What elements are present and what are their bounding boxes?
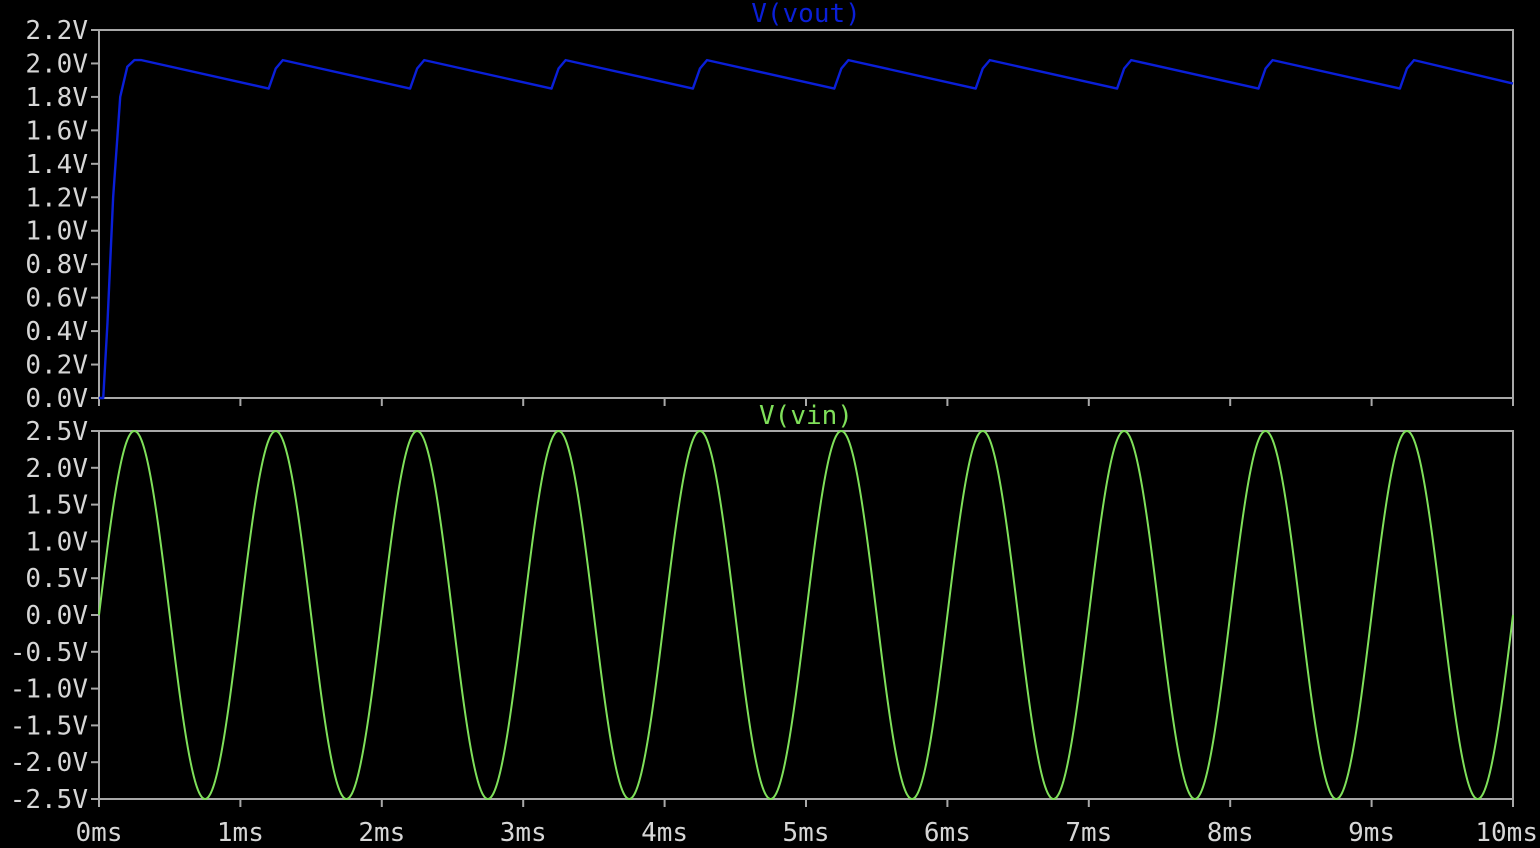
y-tick-label: 0.2V [25, 351, 88, 381]
pane-vout: V(vout) 0.0V0.2V 0.4V0.6V 0.8V1.0V 1.2V1.4V… [25, 0, 1514, 414]
y-tick-label: -2.0V [10, 748, 88, 778]
y-tick-label: -1.0V [10, 675, 88, 705]
y-tick-label: 1.0V [25, 527, 88, 557]
x-tick-label: 9ms [1348, 818, 1395, 848]
y-tick-label: 0.8V [25, 250, 88, 280]
x-tick-label: 3ms [500, 818, 547, 848]
y-tick-label: 2.0V [25, 49, 88, 79]
y-tick-label: 0.6V [25, 284, 88, 314]
y-tick-label: 0.0V [25, 384, 88, 414]
x-ticks-vout [98, 398, 1514, 406]
y-tick-label: 1.2V [25, 183, 88, 213]
x-tick-label: 0ms [76, 818, 123, 848]
x-tick-label: 6ms [924, 818, 971, 848]
y-tick-label: 1.5V [25, 491, 88, 521]
x-axis-time: 0ms 1ms 2ms 3ms 4ms 5ms 6ms 7ms 8ms 9ms 10ms [76, 799, 1538, 848]
trace-title-vin[interactable]: V(vin) [759, 401, 853, 431]
x-tick-label: 7ms [1065, 818, 1112, 848]
x-tick-label: 8ms [1207, 818, 1254, 848]
y-tick-label: 2.0V [25, 454, 88, 484]
y-tick-label: -0.5V [10, 638, 88, 668]
x-tick-label: 2ms [358, 818, 405, 848]
y-tick-label: 0.5V [25, 564, 88, 594]
pane-vin: V(vin) -2.5V -2.0V -1.5V -1.0V -0.5V 0.0V 0.5V… [10, 401, 1538, 848]
x-tick-label: 10ms [1475, 818, 1538, 848]
x-tick-label: 5ms [783, 818, 830, 848]
y-tick-label: -2.5V [10, 785, 88, 815]
trace-title-vout[interactable]: V(vout) [751, 0, 861, 29]
x-tick-label: 4ms [641, 818, 688, 848]
y-tick-label: 1.4V [25, 150, 88, 180]
y-axis-vin: -2.5V -2.0V -1.5V -1.0V -0.5V 0.0V 0.5V 1.0V 1.5… [10, 417, 99, 815]
y-tick-label: 0.0V [25, 601, 88, 631]
y-tick-label: 2.2V [25, 16, 88, 46]
trace-vout [99, 58, 1514, 400]
x-tick-label: 1ms [217, 818, 264, 848]
y-axis-vout: 0.0V0.2V 0.4V0.6V 0.8V1.0V 1.2V1.4V 1.6V1.8V… [25, 16, 99, 414]
y-tick-label: 1.8V [25, 83, 88, 113]
trace-vin [98, 430, 1514, 800]
y-tick-label: 1.6V [25, 116, 88, 146]
y-tick-label: 2.5V [25, 417, 88, 447]
y-tick-label: 0.4V [25, 317, 88, 347]
y-tick-label: 1.0V [25, 217, 88, 247]
y-tick-label: -1.5V [10, 711, 88, 741]
